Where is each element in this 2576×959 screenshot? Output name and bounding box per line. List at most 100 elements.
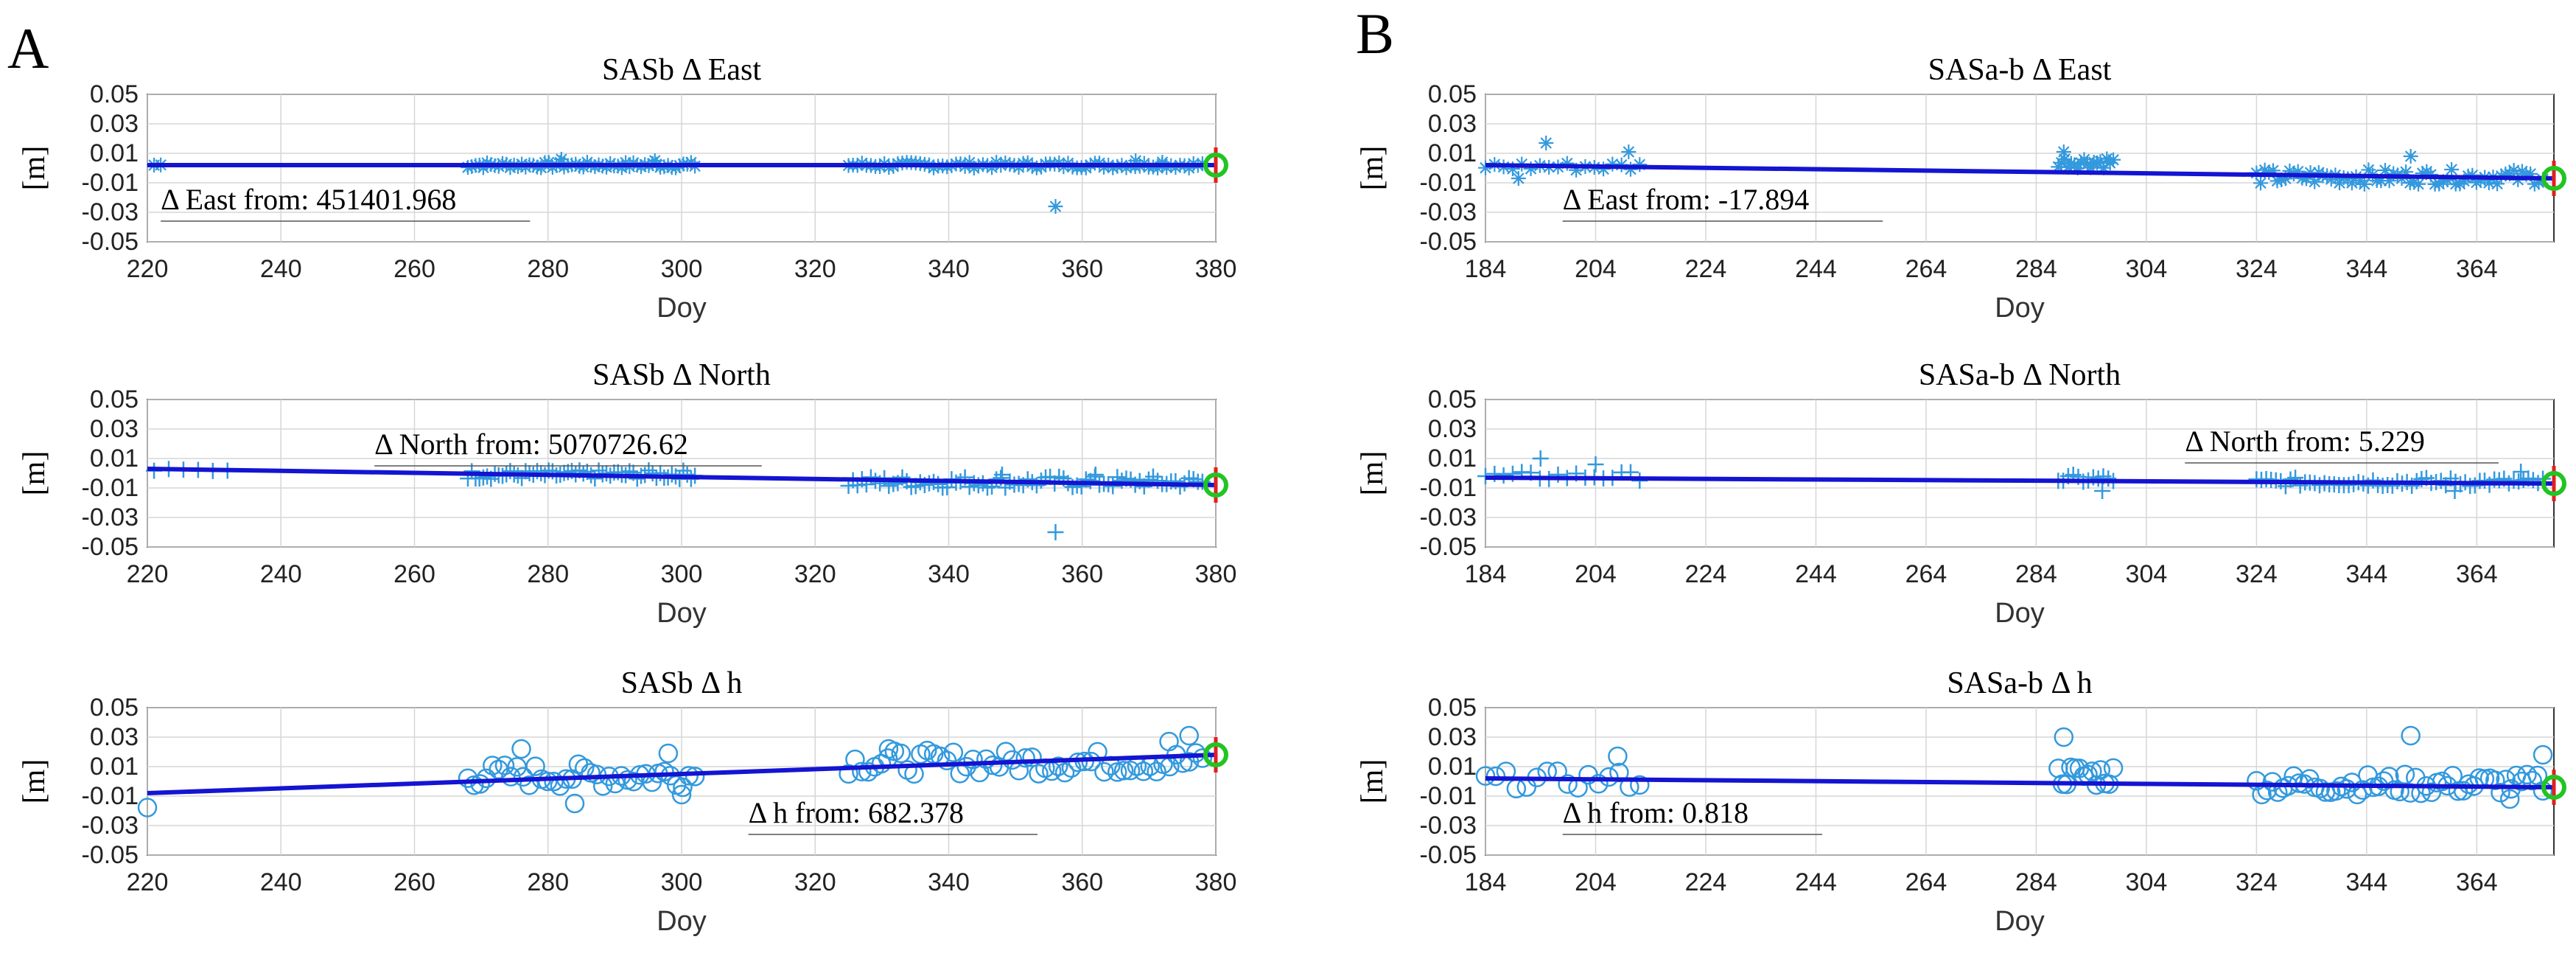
x-tick-label: 380 — [1195, 560, 1237, 588]
y-tick-label: -0.05 — [82, 533, 139, 561]
x-tick-label: 224 — [1685, 255, 1727, 283]
data-point — [1113, 761, 1134, 781]
data-point — [2310, 778, 2331, 799]
y-tick-label: 0.01 — [1428, 139, 1477, 167]
data-point — [1587, 456, 1604, 472]
end-point-marker — [1203, 742, 1228, 767]
x-tick-label: 184 — [1465, 255, 1507, 283]
data-point — [2411, 176, 2426, 192]
x-tick-label: 380 — [1195, 868, 1237, 896]
data-point — [2247, 771, 2267, 791]
data-point — [1048, 199, 1063, 214]
data-point — [1523, 161, 1539, 176]
chart-a3: 220 240 260 280 300 320 340 360 3800.050.030.01-… — [18, 666, 1236, 937]
data-point — [2054, 727, 2074, 747]
chart-title: SASb Δ East — [602, 53, 761, 87]
x-axis-label: Doy — [657, 906, 707, 937]
data-point — [671, 784, 692, 805]
data-point — [2485, 770, 2505, 790]
data-point — [1047, 524, 1064, 540]
data-point — [2337, 779, 2356, 799]
y-tick-label: 0.01 — [90, 753, 139, 781]
x-tick-label: 240 — [260, 255, 302, 283]
data-point — [2356, 176, 2372, 192]
data-point — [2094, 483, 2111, 499]
data-point — [1623, 161, 1638, 177]
x-tick-label: 364 — [2456, 255, 2498, 283]
data-point — [2093, 154, 2108, 170]
data-point — [2274, 172, 2289, 187]
y-tick-label: 0.05 — [1428, 80, 1477, 108]
data-point — [1015, 747, 1035, 768]
data-point — [525, 756, 545, 776]
data-point — [1128, 153, 1144, 168]
data-point — [2513, 464, 2530, 480]
data-point — [626, 155, 641, 170]
x-tick-label: 244 — [1795, 560, 1837, 588]
data-point — [1475, 766, 1496, 786]
data-point — [2056, 144, 2071, 159]
data-point — [956, 756, 976, 777]
y-tick-label: 0.01 — [1428, 753, 1477, 781]
x-tick-label: 340 — [928, 560, 970, 588]
data-point — [2432, 771, 2452, 792]
y-tick-label: 0.05 — [90, 694, 139, 722]
y-tick-label: 0.03 — [90, 723, 139, 751]
data-point — [1113, 472, 1130, 489]
annotation-text: Δ North from: 5070726.62 — [374, 428, 688, 461]
data-point — [2378, 163, 2393, 178]
data-point — [2373, 173, 2389, 189]
chart-b3: 184 204 224 244 264 284 304 324 344 364 0.050.030.… — [1356, 666, 2566, 937]
annotation-text: Δ North from: 5.229 — [2185, 425, 2425, 458]
data-point — [1159, 160, 1175, 175]
y-axis-label: [m] — [18, 759, 52, 804]
plot-frame — [1485, 399, 2555, 548]
y-tick-label: -0.01 — [1420, 782, 1477, 810]
data-point — [2395, 764, 2415, 785]
x-axis-label: Doy — [1995, 598, 2045, 629]
data-point — [587, 470, 603, 487]
data-point — [564, 793, 585, 814]
y-axis-label: [m] — [1356, 146, 1390, 191]
data-point — [2446, 483, 2463, 499]
x-tick-label: 300 — [661, 868, 703, 896]
data-point — [1569, 162, 1584, 178]
data-point — [894, 469, 911, 486]
annotation-text: Δ h from: 0.818 — [1563, 796, 1749, 829]
data-point — [2423, 167, 2438, 182]
y-tick-label: 0.01 — [90, 444, 139, 472]
x-tick-label: 300 — [661, 560, 703, 588]
data-point — [852, 761, 872, 782]
y-tick-label: -0.05 — [1420, 228, 1477, 256]
data-point — [2261, 165, 2277, 181]
data-point — [1078, 160, 1093, 175]
x-tick-label: 284 — [2015, 560, 2057, 588]
data-point — [2063, 156, 2079, 171]
y-tick-label: 0.03 — [1428, 723, 1477, 751]
y-tick-label: -0.01 — [82, 169, 139, 197]
data-point — [2407, 175, 2422, 190]
data-point — [2523, 166, 2538, 181]
x-tick-label: 380 — [1195, 255, 1237, 283]
data-point — [2381, 173, 2397, 189]
data-point — [2468, 175, 2484, 190]
data-point — [1107, 762, 1127, 782]
chart-title: SASa-b Δ h — [1947, 666, 2092, 700]
x-tick-label: 224 — [1685, 868, 1727, 896]
chart-a2: 220 240 260 280 300 320 340 360 3800.050.030.01-… — [18, 358, 1236, 629]
data-point — [2303, 165, 2318, 181]
data-point — [470, 774, 490, 794]
x-axis-label: Doy — [1995, 293, 2045, 324]
data-point — [1029, 764, 1049, 784]
data-point — [2269, 173, 2285, 189]
x-tick-label: 320 — [794, 255, 836, 283]
y-tick-label: 0.01 — [90, 139, 139, 167]
chart-title: SASb Δ h — [621, 666, 743, 700]
chart-a1: 220 240 260 280 300 320 340 360 3800.050.030.01-… — [18, 53, 1236, 324]
data-point — [1133, 761, 1154, 781]
x-tick-label: 320 — [794, 868, 836, 896]
chart-title: SASa-b Δ East — [1928, 53, 2112, 87]
x-tick-label: 244 — [1795, 255, 1837, 283]
x-tick-label: 324 — [2236, 560, 2278, 588]
data-point — [963, 750, 983, 770]
